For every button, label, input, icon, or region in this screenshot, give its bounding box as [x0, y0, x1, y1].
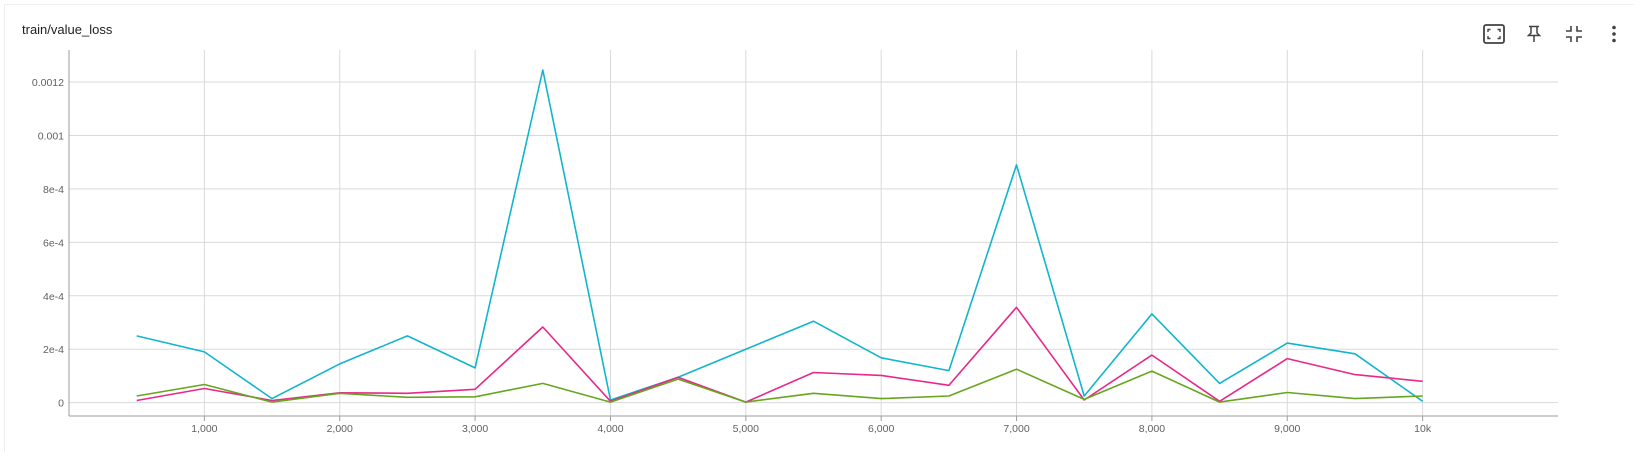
- x-tick-label: 10k: [1414, 423, 1432, 435]
- collapse-button[interactable]: [1554, 19, 1594, 49]
- series-line-3[interactable]: [136, 368, 1423, 403]
- chart-card: train/value_loss: [4, 4, 1634, 452]
- pin-icon: [1526, 25, 1542, 42]
- x-tick-label: 7,000: [1003, 423, 1029, 435]
- card-toolbar: [1474, 19, 1634, 49]
- x-tick-label: 9,000: [1274, 423, 1300, 435]
- x-tick-label: 3,000: [462, 423, 488, 435]
- x-tick-label: 8,000: [1139, 423, 1165, 435]
- x-tick-label: 1,000: [191, 423, 217, 435]
- y-tick-label: 6e-4: [43, 237, 64, 249]
- y-tick-label: 4e-4: [43, 291, 64, 303]
- series-line-1[interactable]: [136, 69, 1424, 402]
- more-button[interactable]: [1594, 19, 1634, 49]
- x-tick-label: 5,000: [733, 423, 759, 435]
- y-tick-label: 8e-4: [43, 184, 64, 196]
- x-tick-label: 2,000: [327, 423, 353, 435]
- x-tick-label: 4,000: [597, 423, 623, 435]
- pin-button[interactable]: [1514, 19, 1554, 49]
- fit-domain-icon: [1483, 24, 1505, 44]
- more-vert-icon: [1612, 25, 1616, 43]
- series-line-2[interactable]: [136, 306, 1423, 403]
- x-tick-label: 6,000: [868, 423, 894, 435]
- card-title: train/value_loss: [22, 22, 113, 37]
- collapse-icon: [1566, 26, 1582, 42]
- fit-domain-button[interactable]: [1474, 19, 1514, 49]
- y-tick-label: 0: [58, 398, 64, 410]
- y-tick-label: 0.001: [38, 130, 64, 142]
- y-tick-label: 2e-4: [43, 344, 64, 356]
- y-tick-label: 0.0012: [32, 77, 64, 89]
